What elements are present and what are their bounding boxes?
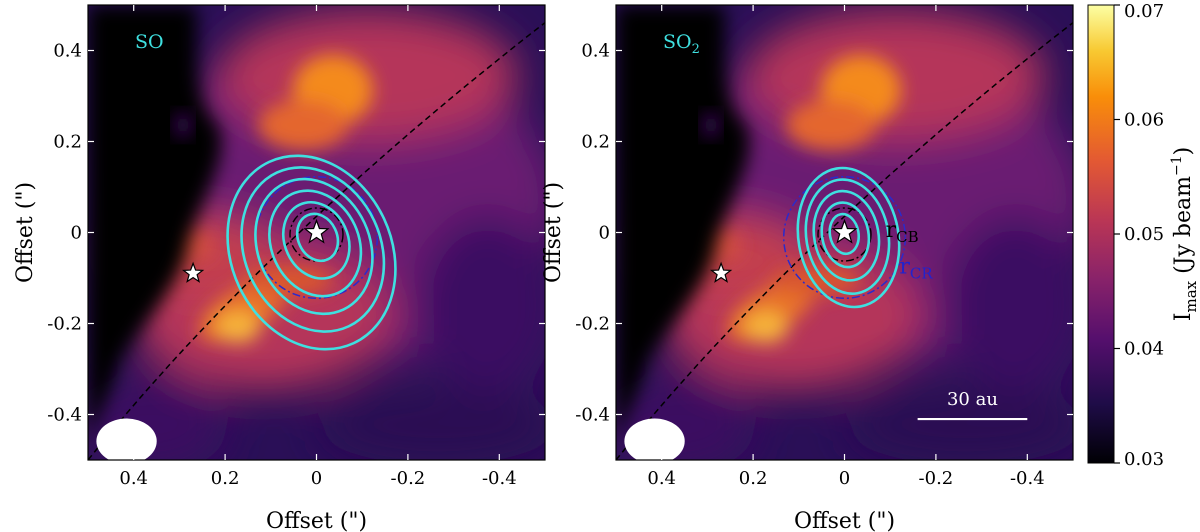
x-tick-label: -0.4 [1010,468,1045,489]
colorbar-tick-label: 0.06 [1124,110,1164,131]
contour-level [295,212,340,263]
colorbar-tick-label: 0.04 [1124,339,1164,360]
y-tick-label: 0.4 [581,41,610,62]
star-main [831,218,858,244]
x-tick-label: 0 [839,468,850,489]
panel-title-main: SO [663,31,692,53]
y-axis-label: Offset (") [13,182,38,283]
dashed-curve [88,21,545,460]
beam-ellipse [96,418,157,460]
y-tick-label: 0 [71,223,82,244]
annotation-main: r [899,254,910,279]
star-secondary [709,261,733,283]
contour-level [254,177,374,316]
inner-circle [289,207,344,262]
y-tick-label: 0.2 [581,132,610,153]
x-tick-label: 0.4 [647,468,676,489]
contours [226,154,397,351]
star-main [303,218,330,244]
colorbar-tick-label: 0.03 [1124,449,1164,470]
y-tick-label: 0 [599,223,610,244]
y-tick-label: -0.2 [575,314,610,335]
annotation: rCB [886,218,919,246]
colorbar-tick-label: 0.05 [1124,224,1164,245]
y-tick-label: -0.4 [575,405,610,426]
y-tick-label: -0.4 [47,405,82,426]
x-tick-label: -0.2 [391,468,426,489]
inner-circle [817,207,872,262]
contour-level [796,166,901,309]
panel-1-overlays [88,21,545,460]
annotation: rCR [899,254,933,282]
x-tick-label: -0.2 [919,468,954,489]
dashed-curve [616,21,1073,460]
contour-level [828,212,861,256]
x-tick-label: 0.4 [119,468,148,489]
contour-level [268,189,363,298]
x-tick-label: -0.4 [482,468,517,489]
y-tick-label: 0.2 [53,132,82,153]
contour-level [804,178,891,295]
contour-level [240,166,386,333]
x-tick-label: 0.2 [211,468,240,489]
annotation-main: r [886,218,897,243]
contour-level [281,200,351,280]
beam-ellipse [624,418,685,460]
colorbar-label: Imax (Jy beam−1) [1169,147,1200,321]
x-tick-label: 0 [311,468,322,489]
scale-bar-label: 30 au [947,389,998,410]
contour-level [820,201,871,269]
panel-title: SO2 [663,31,700,57]
colorbar [1087,4,1115,464]
contour-level [812,189,881,282]
x-axis-label: Offset (") [794,509,895,532]
panel-title-main: SO [135,31,164,53]
colorbar-tick-label: 0.07 [1124,1,1164,22]
outer-circle [254,175,379,300]
panel-title: SO [135,31,164,53]
x-tick-label: 0.2 [739,468,768,489]
annotation-sub: CR [910,264,933,282]
panel-2-overlays [616,21,1073,460]
contours [796,166,901,309]
annotation-sub: CB [896,228,919,246]
y-tick-label: 0.4 [53,41,82,62]
x-axis-label: Offset (") [266,509,367,532]
outer-circle [782,175,907,300]
y-axis-label: Offset (") [541,182,566,283]
y-tick-label: -0.2 [47,314,82,335]
contour-level [226,154,397,351]
panel-title-sub: 2 [692,42,700,57]
star-secondary [181,261,205,283]
